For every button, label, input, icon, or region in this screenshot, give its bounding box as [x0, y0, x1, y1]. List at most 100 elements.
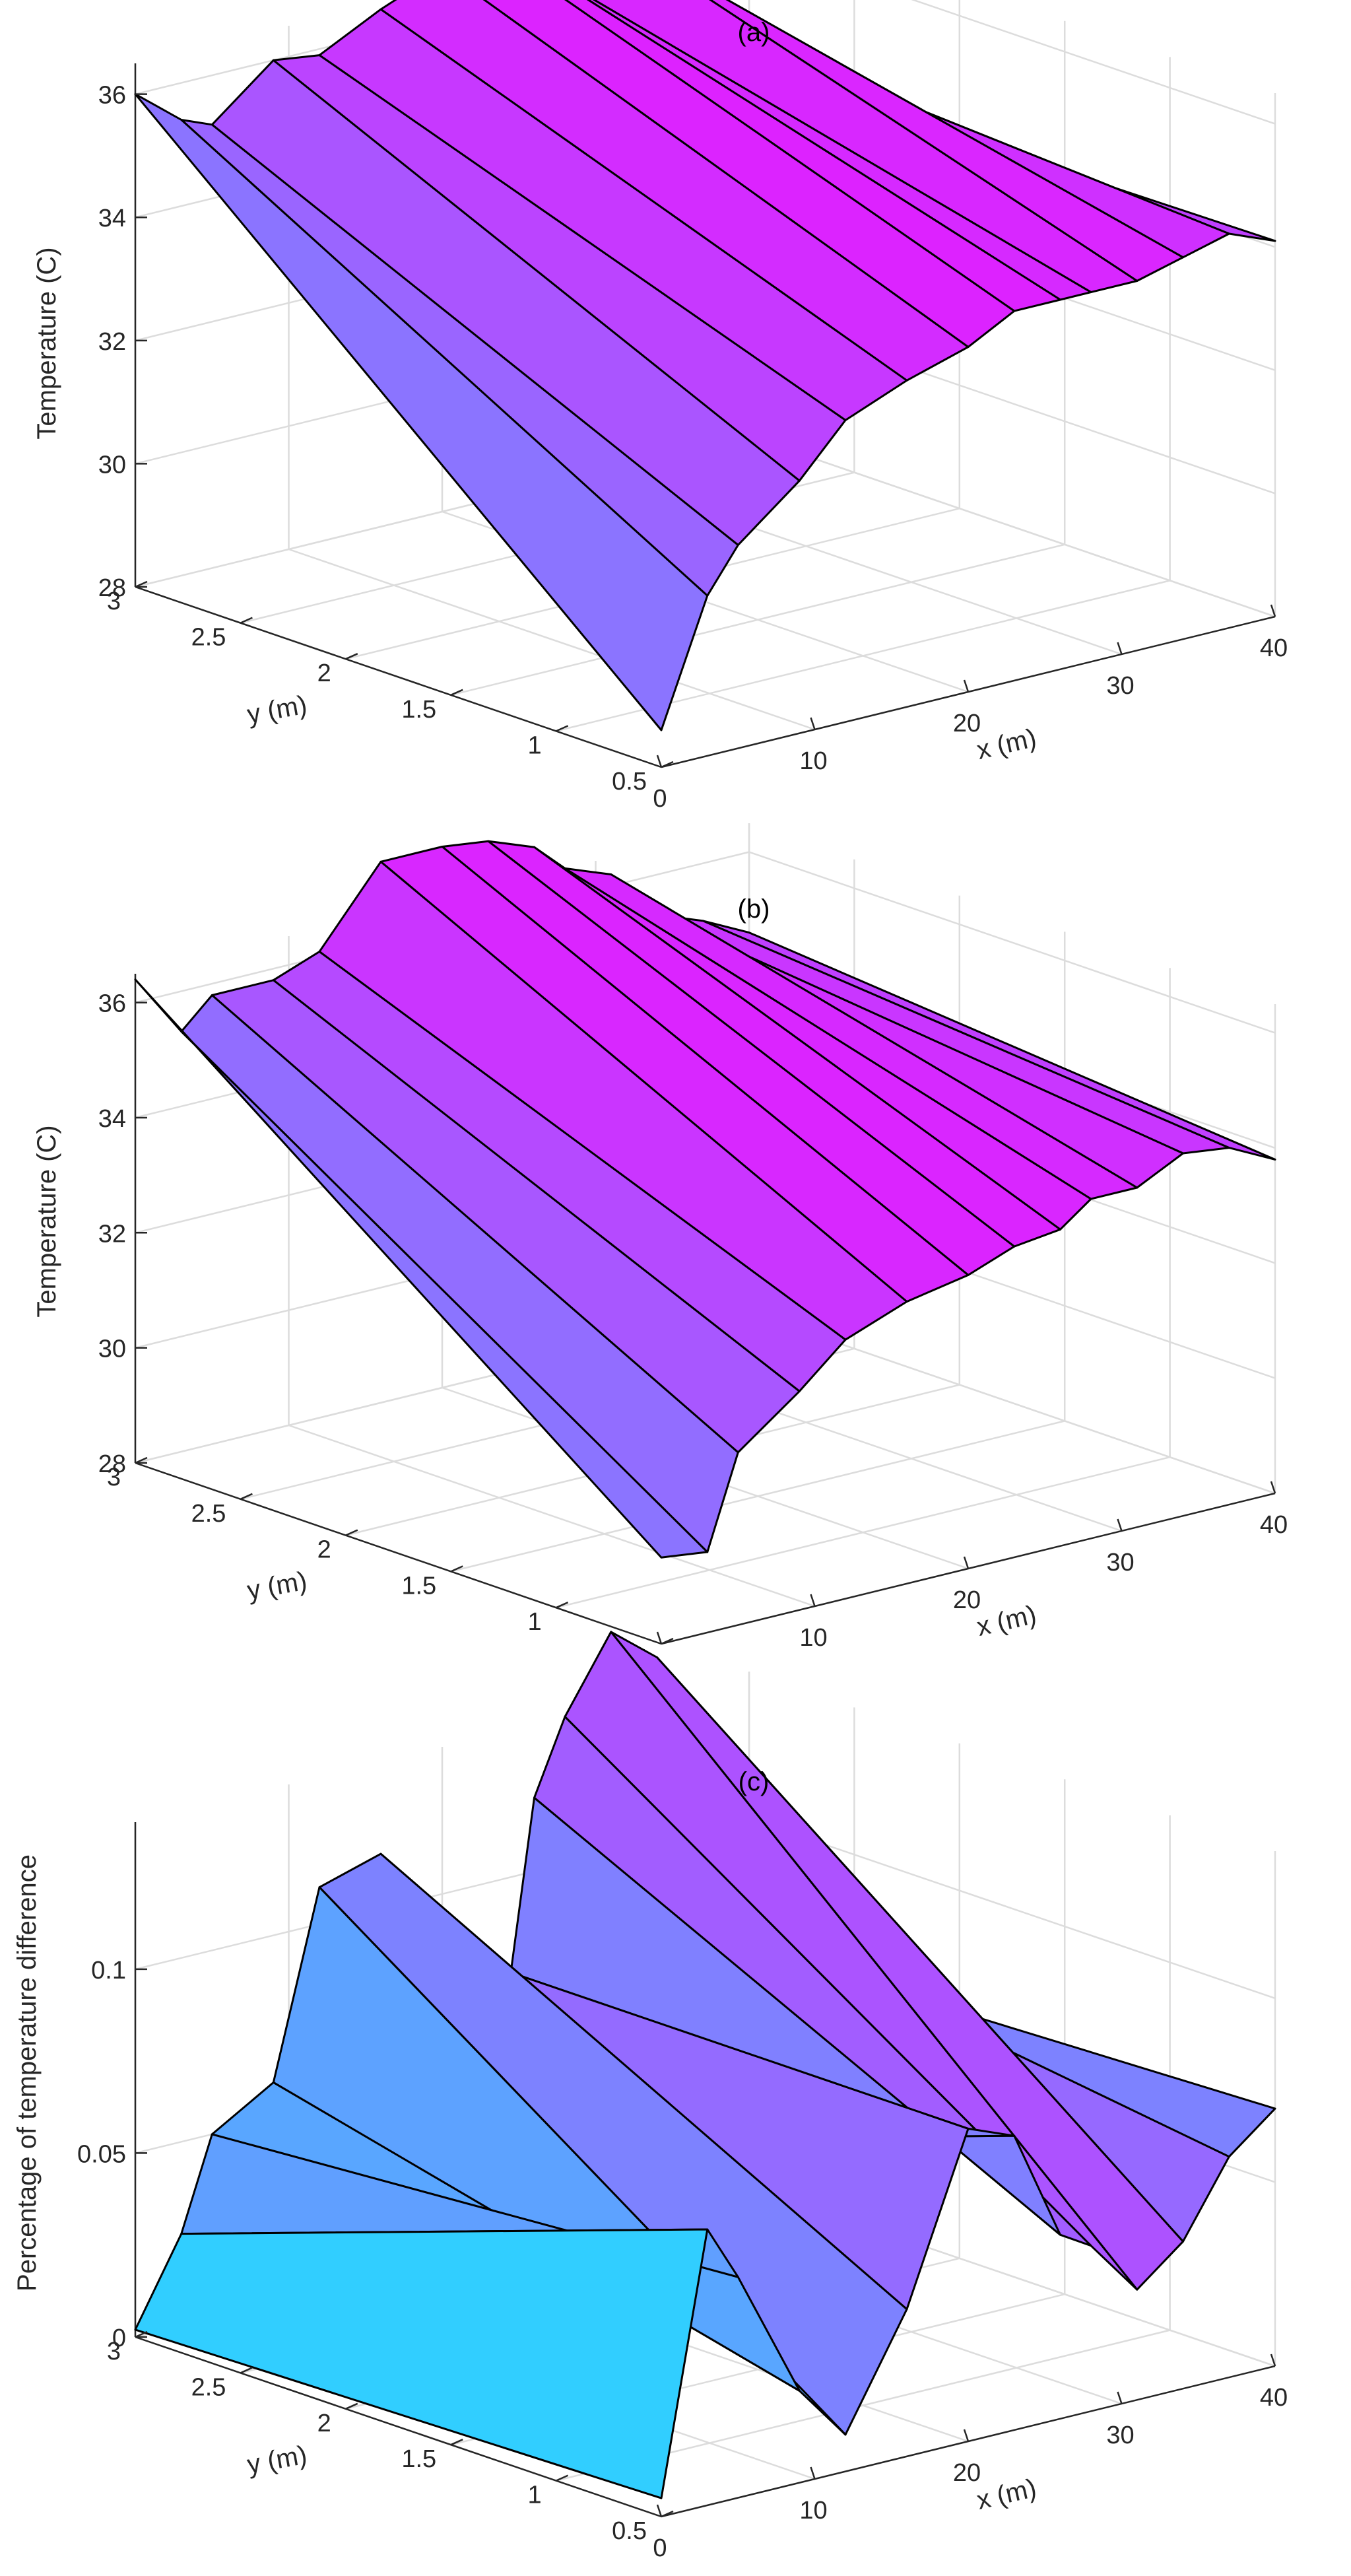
y-tick-label: 3 [107, 1464, 121, 1491]
x-tick-label: 40 [1260, 2384, 1288, 2412]
x-tick-label: 30 [1106, 2422, 1134, 2449]
surface-facet [134, 2228, 709, 2499]
plot-title: (a) [738, 18, 770, 47]
y-tick-label: 2 [317, 1536, 331, 1564]
y-axis-label: y (m) [245, 1567, 309, 1606]
x-tick-label: 40 [1260, 1511, 1288, 1539]
x-axis-label: x (m) [974, 1600, 1039, 1642]
y-tick [135, 580, 148, 588]
y-tick [345, 653, 358, 660]
surface-facet [134, 93, 709, 731]
y-tick-label: 2.5 [191, 1500, 226, 1528]
y-tick [240, 2367, 253, 2374]
z-axis-label: Temperature (C) [32, 1125, 61, 1317]
z-axis-label: Percentage of temperature difference [13, 1854, 42, 2291]
y-tick [345, 2402, 358, 2410]
y-tick [135, 1456, 148, 1464]
gridline [450, 1420, 1065, 1573]
x-tick-label: 30 [1106, 672, 1134, 700]
y-tick [661, 2510, 674, 2518]
z-tick-label: 0.1 [91, 1957, 126, 1984]
x-axis-label: x (m) [974, 2474, 1039, 2515]
y-tick-label: 0.5 [612, 2517, 647, 2545]
y-tick [450, 1565, 463, 1573]
y-tick-label: 2.5 [191, 2373, 226, 2401]
x-tick [1117, 2391, 1123, 2404]
y-axis-line [135, 586, 662, 768]
x-tick [656, 2504, 663, 2517]
x-tick [810, 1594, 816, 1607]
x-tick [656, 755, 663, 768]
surface-plot-a: 0 10 20 30 40 0.5 1 1.5 2 2.5 328 30 32 34 36 x (m) y (m… [32, 0, 1288, 813]
z-tick-label: 30 [98, 1336, 126, 1363]
gridline [450, 543, 1065, 696]
y-tick-label: 2.5 [191, 624, 226, 652]
y-tick [345, 1529, 358, 1536]
y-tick [240, 617, 253, 624]
x-tick-label: 10 [799, 1624, 827, 1652]
x-tick [1117, 642, 1123, 655]
y-tick-label: 1.5 [401, 696, 436, 724]
y-tick-label: 3 [107, 588, 121, 615]
y-tick [661, 1637, 674, 1645]
gridline [288, 1424, 815, 1608]
y-axis-label: y (m) [245, 691, 309, 729]
x-tick [1117, 1518, 1123, 1532]
y-tick [661, 761, 674, 768]
y-axis-line [135, 2336, 662, 2518]
y-tick [556, 725, 569, 732]
surface-facet [134, 978, 709, 1559]
x-tick [810, 717, 816, 730]
x-tick-label: 20 [953, 1586, 981, 1614]
surface [134, 840, 1276, 1559]
z-tick-label: 0.05 [77, 2140, 126, 2168]
x-tick [1270, 1481, 1276, 1494]
z-tick-label: 30 [98, 451, 126, 479]
x-tick [656, 1631, 663, 1644]
x-tick [963, 1556, 970, 1569]
y-tick-label: 2 [317, 2410, 331, 2437]
y-tick-label: 1.5 [401, 1572, 436, 1600]
y-tick-label: 0.5 [612, 768, 647, 796]
y-tick-label: 1 [527, 731, 541, 759]
z-tick-label: 36 [98, 82, 126, 110]
z-tick-label: 36 [98, 990, 126, 1018]
z-tick-label: 28 [98, 1450, 126, 1478]
ticks: 0 10 20 30 40 0.5 1 1.5 2 2.5 328 30 32 34 36 [98, 82, 1288, 813]
y-tick [556, 1602, 569, 1609]
x-tick-label: 40 [1260, 634, 1288, 662]
x-tick-label: 0 [653, 785, 667, 813]
x-tick [1270, 604, 1276, 617]
surface [134, 1631, 1276, 2499]
x-tick [1270, 2354, 1276, 2367]
y-tick-label: 1.5 [401, 2445, 436, 2473]
z-axis-label: Temperature (C) [32, 247, 61, 439]
x-tick [810, 2466, 816, 2480]
y-tick-label: 3 [107, 2338, 121, 2365]
x-tick-label: 0 [653, 2534, 667, 2562]
y-tick [240, 1493, 253, 1500]
y-tick-label: 1 [527, 1608, 541, 1636]
y-axis-label: y (m) [245, 2441, 309, 2480]
z-tick-label: 0 [112, 2324, 126, 2352]
gridline [556, 1456, 1170, 1609]
y-tick-label: 2 [317, 660, 331, 687]
z-tick-label: 34 [98, 1105, 126, 1133]
x-tick-label: 20 [953, 710, 981, 737]
y-tick [556, 2474, 569, 2482]
x-tick [963, 2429, 970, 2442]
y-tick-label: 1 [527, 2482, 541, 2509]
x-axis-label: x (m) [974, 724, 1039, 765]
y-tick [450, 689, 463, 696]
x-tick-label: 10 [799, 747, 827, 775]
y-axis-line [135, 1462, 662, 1645]
plot-title: (c) [739, 1767, 770, 1796]
x-tick [963, 679, 970, 693]
y-tick [450, 2439, 463, 2446]
z-tick-label: 28 [98, 574, 126, 602]
